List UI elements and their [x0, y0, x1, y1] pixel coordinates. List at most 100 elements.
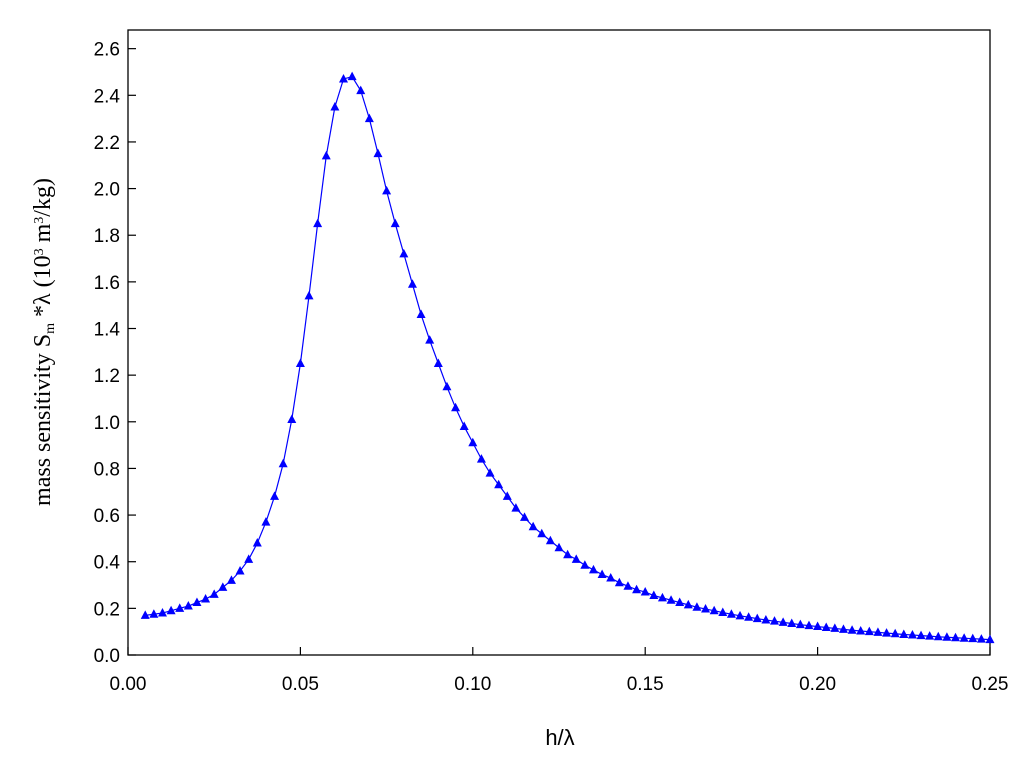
data-point — [752, 613, 762, 623]
data-point — [373, 148, 383, 158]
data-point — [399, 248, 409, 258]
data-point — [830, 623, 840, 632]
data-point — [520, 512, 530, 521]
data-point — [692, 602, 702, 611]
y-tick-label: 2.2 — [94, 133, 120, 154]
data-point — [528, 521, 538, 531]
y-title-part: mass sensitivity S — [30, 334, 56, 506]
data-point — [451, 402, 461, 412]
data-point — [347, 71, 357, 81]
data-point — [761, 615, 771, 624]
data-point — [614, 577, 624, 587]
data-point — [442, 381, 452, 391]
data-point — [882, 628, 892, 637]
data-point — [623, 581, 633, 590]
data-point — [890, 628, 900, 638]
data-point — [580, 560, 590, 569]
x-tick-label: 0.00 — [110, 674, 147, 695]
data-point — [511, 503, 521, 512]
y-title-sub: m — [43, 323, 58, 334]
data-point — [899, 629, 909, 638]
data-point — [744, 612, 754, 621]
y-tick-label: 0.0 — [94, 646, 120, 667]
data-point — [226, 575, 236, 584]
data-point — [838, 624, 848, 633]
data-point — [407, 279, 417, 288]
data-point — [683, 599, 693, 609]
data-point — [356, 85, 366, 95]
y-tick-label: 1.6 — [94, 273, 120, 294]
data-point — [183, 601, 193, 610]
data-point — [192, 597, 202, 607]
x-axis-title: h/λ — [545, 725, 574, 750]
data-point — [330, 101, 340, 111]
data-point — [968, 633, 978, 643]
data-point — [554, 542, 564, 552]
data-point — [166, 605, 176, 615]
y-tick-label: 2.6 — [94, 40, 120, 61]
data-point — [235, 566, 245, 575]
data-point — [787, 618, 797, 628]
data-point — [726, 609, 736, 618]
data-point — [425, 335, 435, 344]
data-point — [201, 594, 211, 603]
data-point — [675, 597, 685, 607]
data-point — [925, 631, 935, 640]
data-point — [666, 595, 676, 604]
y-title-part: m — [30, 223, 56, 248]
data-point — [873, 627, 883, 636]
data-point — [778, 617, 788, 626]
data-point — [502, 491, 512, 500]
data-point — [606, 573, 616, 582]
data-point — [252, 538, 262, 547]
data-point — [433, 358, 443, 367]
y-title-sup: 3 — [32, 248, 47, 255]
data-point — [735, 610, 745, 620]
data-point — [916, 630, 926, 640]
y-tick-label: 1.8 — [94, 226, 120, 247]
y-tick-label: 1.2 — [94, 366, 120, 387]
data-point — [468, 437, 478, 447]
data-point — [718, 607, 728, 617]
y-tick-label: 2.4 — [94, 86, 121, 107]
data-point — [218, 582, 228, 591]
data-point — [976, 634, 986, 643]
y-tick-label: 0.8 — [94, 459, 120, 480]
data-point — [563, 549, 573, 559]
data-point — [856, 625, 866, 635]
y-axis-title: mass sensitivity Sm *λ (103 m3/kg) — [30, 178, 58, 506]
y-tick-label: 1.0 — [94, 413, 120, 434]
y-tick-label: 2.0 — [94, 180, 120, 201]
data-point — [140, 610, 150, 619]
data-point — [261, 517, 271, 526]
data-point — [339, 73, 348, 83]
data-point — [390, 218, 400, 228]
data-point — [149, 609, 159, 618]
data-point — [476, 454, 486, 463]
y-tick-label: 0.6 — [94, 506, 120, 527]
data-point — [770, 616, 779, 625]
data-point — [847, 625, 857, 634]
data-point — [304, 290, 314, 300]
data-point — [571, 554, 581, 563]
data-point — [537, 528, 547, 538]
data-point — [951, 632, 961, 642]
y-tick-label: 0.4 — [94, 553, 121, 574]
y-tick-label: 1.4 — [94, 320, 121, 341]
data-point — [813, 621, 823, 631]
y-tick-label: 0.2 — [94, 599, 120, 620]
data-point — [821, 622, 831, 631]
x-tick-label: 0.25 — [972, 674, 1009, 695]
x-tick-label: 0.05 — [282, 674, 319, 695]
plot-frame — [127, 29, 991, 656]
data-point — [364, 113, 374, 123]
y-title-sup: 3 — [32, 217, 47, 224]
data-point — [244, 554, 254, 563]
data-point — [942, 632, 952, 641]
data-point — [640, 587, 650, 596]
data-point — [959, 633, 969, 642]
data-point — [709, 605, 719, 615]
data-point — [459, 421, 469, 430]
